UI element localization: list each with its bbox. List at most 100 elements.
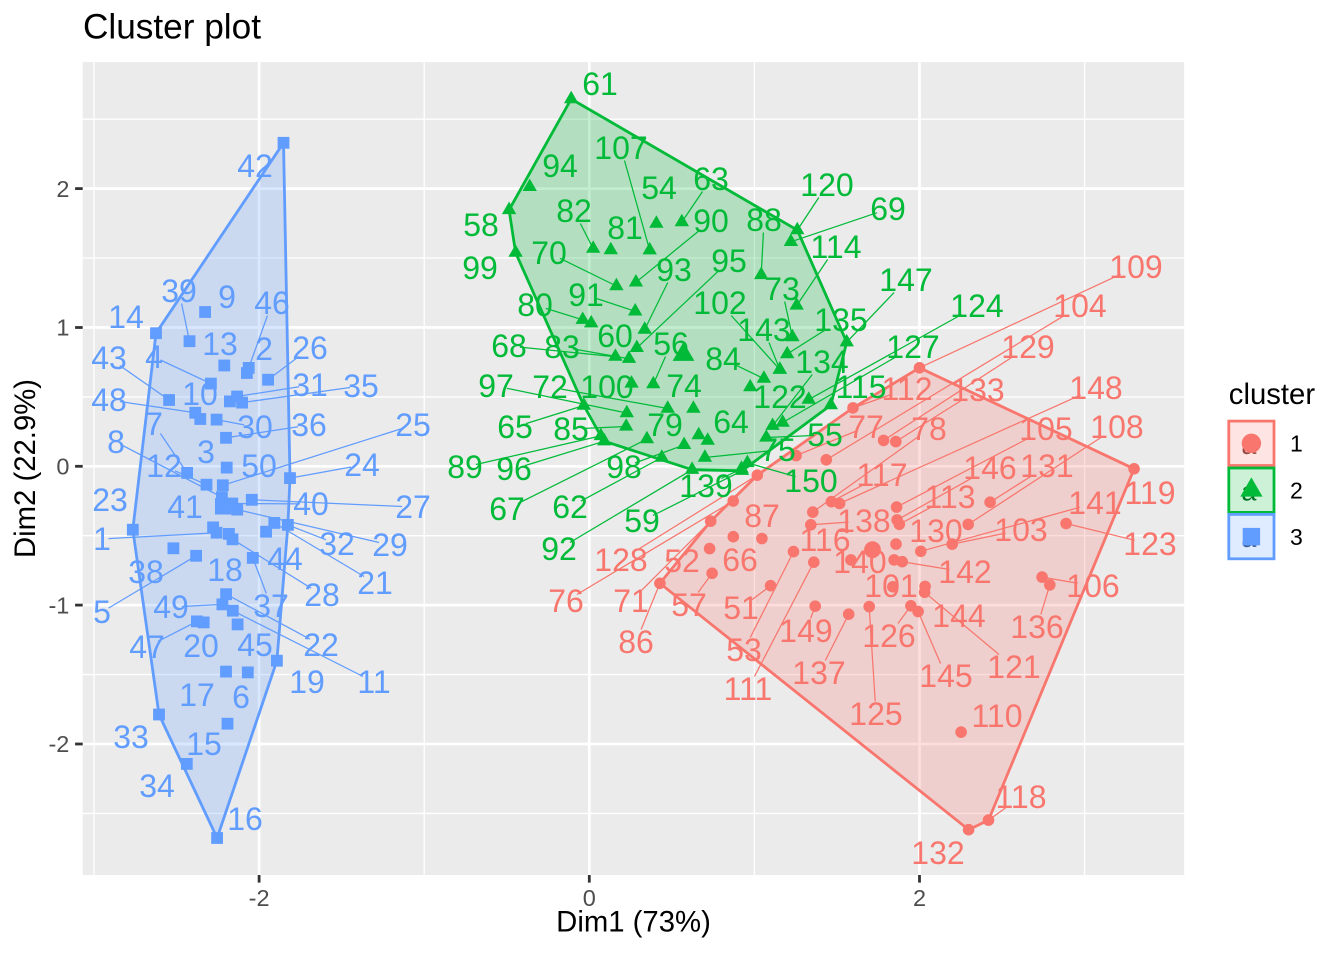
svg-text:84: 84	[705, 341, 741, 377]
svg-text:49: 49	[153, 589, 189, 625]
svg-text:92: 92	[541, 531, 577, 567]
svg-text:71: 71	[613, 583, 649, 619]
svg-text:12: 12	[146, 448, 182, 484]
svg-text:73: 73	[764, 271, 800, 307]
svg-text:54: 54	[641, 170, 677, 206]
svg-text:97: 97	[478, 368, 514, 404]
svg-text:39: 39	[161, 273, 197, 309]
svg-text:64: 64	[713, 404, 749, 440]
svg-text:70: 70	[531, 235, 567, 271]
svg-text:135: 135	[814, 302, 867, 338]
svg-text:79: 79	[647, 407, 683, 443]
svg-text:72: 72	[532, 369, 568, 405]
svg-text:106: 106	[1066, 568, 1119, 604]
svg-text:59: 59	[624, 503, 660, 539]
svg-text:60: 60	[597, 318, 633, 354]
svg-text:46: 46	[254, 285, 290, 321]
svg-text:119: 119	[1124, 475, 1175, 511]
svg-text:123: 123	[1123, 526, 1176, 562]
svg-text:25: 25	[395, 407, 431, 443]
svg-text:150: 150	[784, 463, 837, 499]
svg-text:104: 104	[1053, 288, 1106, 324]
svg-text:66: 66	[722, 542, 758, 578]
svg-text:Dim1 (73%): Dim1 (73%)	[556, 906, 711, 939]
svg-text:68: 68	[491, 328, 527, 364]
svg-text:22: 22	[303, 627, 339, 663]
svg-text:Dim2 (22.9%): Dim2 (22.9%)	[9, 379, 42, 558]
svg-text:87: 87	[744, 498, 780, 534]
svg-text:140: 140	[833, 544, 886, 580]
svg-text:37: 37	[253, 588, 289, 624]
svg-text:80: 80	[517, 287, 553, 323]
svg-text:103: 103	[994, 512, 1047, 548]
svg-text:3: 3	[197, 434, 215, 470]
svg-text:2: 2	[913, 885, 926, 911]
svg-text:24: 24	[344, 447, 380, 483]
svg-text:43: 43	[91, 340, 127, 376]
svg-text:121: 121	[987, 649, 1040, 685]
svg-text:86: 86	[618, 624, 654, 660]
svg-text:81: 81	[607, 210, 643, 246]
svg-text:132: 132	[911, 835, 964, 871]
svg-text:50: 50	[241, 448, 277, 484]
svg-text:26: 26	[292, 330, 328, 366]
svg-text:138: 138	[837, 503, 890, 539]
svg-text:61: 61	[582, 66, 618, 102]
svg-text:11: 11	[357, 664, 390, 700]
svg-text:52: 52	[664, 543, 700, 579]
svg-text:44: 44	[267, 541, 303, 577]
svg-text:-1: -1	[48, 592, 69, 618]
svg-text:9: 9	[218, 279, 236, 315]
svg-text:51: 51	[723, 590, 759, 626]
svg-text:144: 144	[932, 598, 985, 634]
svg-text:1: 1	[1290, 431, 1303, 457]
svg-text:cluster: cluster	[1229, 378, 1316, 411]
svg-text:17: 17	[179, 677, 215, 713]
svg-text:16: 16	[227, 801, 263, 837]
svg-text:117: 117	[856, 457, 907, 493]
svg-text:139: 139	[679, 468, 732, 504]
svg-text:38: 38	[128, 554, 164, 590]
svg-text:23: 23	[92, 482, 128, 518]
svg-text:58: 58	[463, 207, 499, 243]
svg-text:110: 110	[971, 698, 1022, 734]
svg-text:142: 142	[938, 554, 991, 590]
svg-text:77: 77	[848, 409, 884, 445]
svg-text:88: 88	[746, 202, 782, 238]
svg-text:85: 85	[553, 411, 589, 447]
svg-text:1: 1	[56, 315, 69, 341]
svg-text:10: 10	[182, 376, 218, 412]
svg-text:129: 129	[1001, 329, 1054, 365]
svg-text:111: 111	[724, 671, 773, 707]
svg-text:122: 122	[753, 379, 806, 415]
svg-text:35: 35	[343, 368, 379, 404]
svg-text:96: 96	[496, 451, 532, 487]
svg-text:19: 19	[289, 664, 325, 700]
svg-text:62: 62	[552, 489, 588, 525]
svg-text:127: 127	[886, 329, 939, 365]
svg-text:20: 20	[183, 628, 219, 664]
svg-text:65: 65	[497, 409, 533, 445]
svg-text:47: 47	[129, 629, 165, 665]
svg-text:5: 5	[93, 594, 111, 630]
svg-text:45: 45	[237, 627, 273, 663]
svg-text:99: 99	[462, 250, 498, 286]
svg-text:13: 13	[202, 326, 238, 362]
svg-text:130: 130	[909, 513, 962, 549]
svg-text:6: 6	[232, 679, 250, 715]
svg-text:108: 108	[1090, 409, 1143, 445]
svg-text:90: 90	[693, 203, 729, 239]
svg-text:33: 33	[113, 719, 149, 755]
svg-text:114: 114	[810, 229, 861, 265]
svg-text:133: 133	[951, 372, 1004, 408]
svg-text:2: 2	[1290, 477, 1303, 503]
svg-text:42: 42	[237, 148, 273, 184]
svg-text:76: 76	[548, 583, 584, 619]
svg-text:74: 74	[666, 368, 702, 404]
svg-text:18: 18	[207, 552, 243, 588]
svg-text:128: 128	[594, 542, 647, 578]
svg-text:125: 125	[849, 696, 902, 732]
svg-text:1: 1	[93, 521, 111, 557]
svg-text:36: 36	[291, 407, 327, 443]
svg-text:145: 145	[919, 658, 972, 694]
